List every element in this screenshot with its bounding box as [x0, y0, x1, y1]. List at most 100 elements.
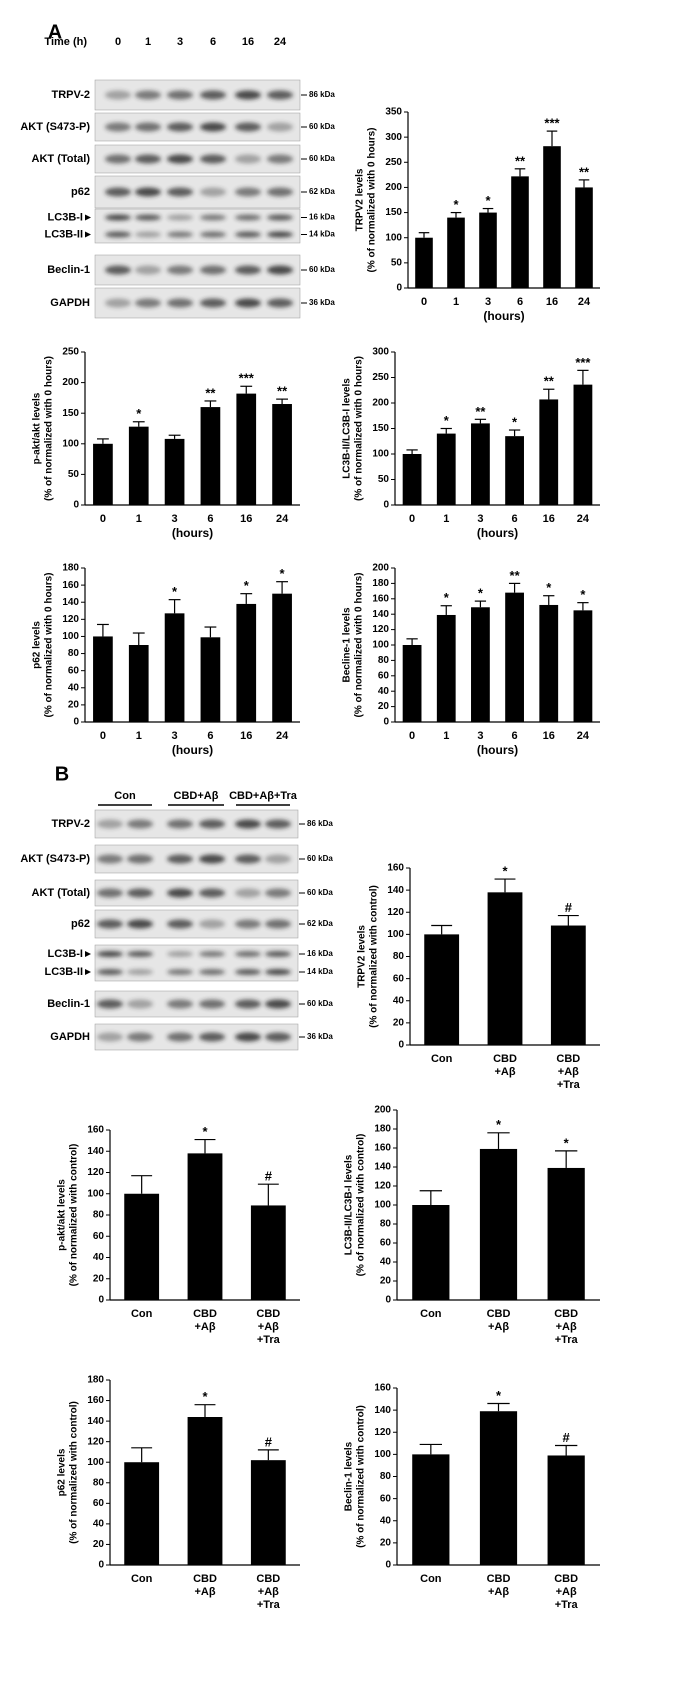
significance-label: *	[485, 193, 491, 208]
bar	[471, 423, 490, 505]
blot-band	[200, 90, 226, 100]
y-tick-label: 300	[385, 132, 402, 143]
blot-row-label: Beclin-1	[47, 998, 90, 1010]
x-tick-label: 0	[409, 513, 415, 525]
bar	[547, 1167, 585, 1300]
blot-strip	[94, 944, 299, 982]
marker-label: 86 kDa	[309, 90, 335, 99]
significance-label: ***	[544, 116, 560, 131]
x-axis-label: (hours)	[477, 743, 518, 757]
blot-row-label: LC3B-II	[45, 966, 84, 978]
y-tick-label: 200	[372, 563, 389, 574]
y-tick-label: 80	[378, 655, 390, 666]
bar	[471, 607, 490, 722]
blot-band	[167, 214, 193, 221]
blot-band	[167, 819, 193, 829]
blot-band	[167, 122, 193, 132]
y-tick-label: 180	[62, 563, 79, 574]
y-tick-label: 20	[93, 1273, 105, 1284]
y-tick-label: 100	[387, 929, 404, 940]
y-tick-label: 80	[380, 1471, 392, 1482]
x-tick-label: 3	[172, 730, 178, 742]
y-tick-label: 140	[87, 1146, 104, 1157]
x-tick-label: CBD	[493, 1053, 517, 1065]
blot-band	[235, 888, 261, 898]
x-tick-label: 16	[240, 513, 252, 525]
significance-label: #	[265, 1169, 273, 1184]
blot-band	[199, 951, 225, 957]
marker-label: 14 kDa	[307, 967, 333, 976]
x-tick-label: 24	[276, 513, 289, 525]
y-tick-label: 0	[383, 500, 389, 511]
blot-band	[235, 854, 261, 864]
bar	[505, 436, 524, 505]
y-tick-label: 100	[62, 438, 79, 449]
y-tick-label: 160	[62, 580, 79, 591]
y-tick-label: 80	[380, 1219, 392, 1230]
bar	[200, 637, 221, 722]
x-tick-label: 3	[477, 730, 483, 742]
blot-band	[235, 187, 261, 197]
blot-band	[167, 154, 193, 164]
x-tick-label: +Tra	[557, 1079, 581, 1091]
y-tick-label: 0	[383, 717, 389, 728]
y-axis-label: (% of normalized with control)	[69, 1144, 80, 1287]
x-tick-label: 1	[453, 296, 459, 308]
x-tick-label: CBD	[487, 1573, 511, 1585]
y-tick-label: 140	[374, 1405, 391, 1416]
x-tick-label: 3	[485, 296, 491, 308]
significance-label: #	[265, 1434, 273, 1449]
significance-label: *	[280, 566, 286, 581]
y-tick-label: 200	[372, 398, 389, 409]
x-tick-label: 6	[207, 513, 213, 525]
bar	[415, 237, 433, 288]
x-tick-label: +Aβ	[488, 1321, 509, 1333]
blot-band	[200, 122, 226, 132]
y-tick-label: 160	[87, 1125, 104, 1136]
x-tick-label: +Tra	[555, 1334, 579, 1346]
y-tick-label: 160	[374, 1383, 391, 1394]
y-tick-label: 150	[372, 423, 389, 434]
blot-band	[235, 265, 261, 275]
x-tick-label: +Aβ	[488, 1586, 509, 1598]
y-tick-label: 160	[387, 863, 404, 874]
blot-band	[135, 214, 161, 221]
y-tick-label: 200	[374, 1105, 391, 1116]
blot-band	[127, 969, 153, 975]
x-tick-label: CBD	[554, 1573, 578, 1585]
blot-band	[235, 1032, 261, 1042]
x-tick-label: +Aβ	[258, 1321, 279, 1333]
x-tick-label: 24	[577, 730, 590, 742]
blot-band	[127, 1032, 153, 1042]
lane-label: 3	[177, 36, 183, 48]
significance-label: **	[579, 164, 590, 179]
blot-band	[167, 969, 193, 975]
blot-band	[200, 214, 226, 221]
marker-label: 60 kDa	[307, 888, 333, 897]
y-tick-label: 0	[98, 1295, 104, 1306]
blot-row-label: AKT (Total)	[32, 887, 91, 899]
blot-band	[167, 888, 193, 898]
x-tick-label: 6	[512, 513, 518, 525]
blot-band	[97, 854, 123, 864]
y-tick-label: 60	[93, 1231, 105, 1242]
arrow	[85, 969, 91, 975]
marker-label: 86 kDa	[307, 819, 333, 828]
blot-band	[267, 214, 293, 221]
bar	[479, 1148, 518, 1300]
marker-label: 14 kDa	[309, 230, 335, 239]
blot-band	[265, 819, 291, 829]
bar	[539, 399, 559, 505]
x-tick-label: 0	[100, 730, 106, 742]
y-tick-label: 180	[87, 1375, 104, 1386]
x-tick-label: 6	[512, 730, 518, 742]
blot-band	[200, 187, 226, 197]
bar	[124, 1462, 160, 1565]
blot-row-label: AKT (S473-P)	[20, 853, 90, 865]
blot-band	[235, 951, 261, 957]
bar	[487, 892, 523, 1045]
blot-band	[199, 854, 225, 864]
bar	[479, 1411, 518, 1565]
x-tick-label: 0	[421, 296, 427, 308]
